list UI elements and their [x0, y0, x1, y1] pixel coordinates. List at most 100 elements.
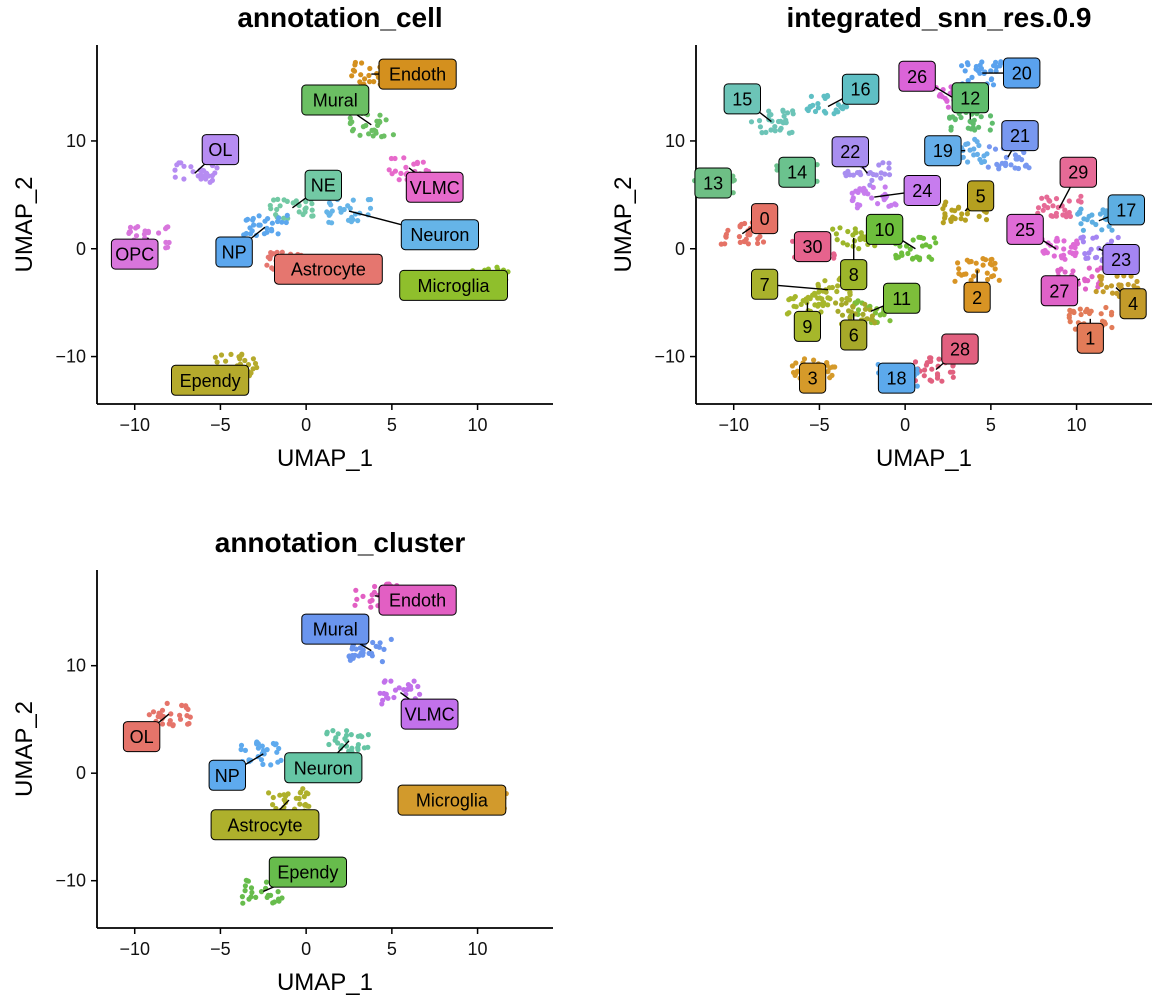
- point: [789, 363, 796, 369]
- cluster-label-mural: Mural: [301, 613, 370, 645]
- point: [301, 794, 307, 800]
- point: [845, 228, 851, 235]
- point: [385, 695, 391, 701]
- point: [248, 885, 255, 891]
- point: [730, 190, 736, 196]
- point: [411, 161, 417, 167]
- point: [768, 112, 774, 118]
- point: [976, 142, 982, 149]
- point: [260, 761, 266, 768]
- point: [283, 219, 289, 226]
- point: [984, 151, 990, 157]
- point: [274, 249, 280, 255]
- point: [842, 170, 848, 176]
- point: [830, 226, 836, 232]
- point: [1012, 152, 1019, 158]
- point: [816, 289, 822, 295]
- point: [772, 128, 778, 134]
- point: [1041, 202, 1047, 209]
- point: [780, 108, 786, 114]
- point: [265, 892, 271, 899]
- cluster-label-5: 5: [967, 180, 995, 212]
- point: [1078, 311, 1084, 318]
- point: [277, 792, 283, 798]
- label-box: [378, 58, 457, 90]
- label-box: [865, 213, 904, 245]
- label-text: Astrocyte: [227, 815, 302, 835]
- point: [815, 105, 822, 111]
- point: [981, 158, 988, 165]
- point: [834, 237, 840, 243]
- point: [736, 234, 743, 240]
- label-text: 24: [912, 181, 932, 201]
- point: [785, 110, 791, 116]
- point: [360, 593, 366, 600]
- cluster-label-0: 0: [751, 203, 779, 235]
- point: [878, 175, 884, 181]
- point: [844, 104, 850, 110]
- label-text: 9: [802, 317, 812, 337]
- point: [882, 184, 888, 190]
- cluster-label-14: 14: [778, 156, 816, 188]
- point: [992, 266, 998, 272]
- label-text: NP: [215, 766, 240, 786]
- point: [950, 363, 956, 369]
- point: [914, 366, 920, 372]
- point: [248, 370, 254, 376]
- point: [801, 356, 808, 362]
- point: [1089, 274, 1095, 280]
- point: [1102, 321, 1108, 327]
- point: [936, 356, 942, 362]
- point: [360, 124, 366, 130]
- point: [948, 127, 954, 133]
- point: [970, 121, 976, 127]
- cluster-label-30: 30: [793, 231, 832, 263]
- label-text: 28: [950, 340, 970, 360]
- point: [855, 307, 862, 313]
- cluster-label-astrocyte: Astrocyte: [210, 809, 320, 841]
- x-axis-label: UMAP_1: [876, 445, 972, 472]
- label-text: 29: [1068, 163, 1088, 183]
- x-tick-label: −5: [210, 939, 231, 959]
- point: [270, 802, 276, 808]
- point: [1059, 255, 1065, 261]
- point: [1099, 227, 1105, 233]
- point: [987, 113, 994, 119]
- point: [963, 141, 969, 147]
- point: [156, 230, 162, 236]
- point: [381, 690, 387, 697]
- point: [357, 79, 363, 85]
- point: [939, 378, 945, 384]
- point: [872, 320, 878, 326]
- y-tick-label: 10: [66, 131, 86, 151]
- label-box: [963, 281, 991, 313]
- point: [1078, 221, 1084, 227]
- point: [389, 171, 395, 177]
- label-box: [171, 364, 250, 396]
- cluster-label-np: NP: [215, 236, 253, 268]
- point: [755, 240, 761, 246]
- point: [737, 239, 743, 245]
- cluster-label-endoth: Endoth: [378, 584, 457, 616]
- point: [848, 309, 855, 315]
- point: [823, 110, 829, 116]
- point: [786, 297, 792, 303]
- point: [401, 687, 407, 693]
- point: [956, 266, 962, 272]
- point: [276, 745, 282, 752]
- point: [835, 283, 841, 289]
- point: [343, 732, 350, 739]
- point: [188, 164, 194, 170]
- point: [146, 712, 152, 718]
- point: [281, 792, 287, 798]
- point: [1049, 213, 1056, 219]
- label-box: [208, 759, 247, 791]
- cluster-label-3: 3: [799, 362, 827, 394]
- point: [805, 107, 811, 114]
- point: [931, 235, 937, 241]
- label-text: VLMC: [405, 705, 455, 725]
- point: [974, 139, 980, 145]
- point: [1104, 284, 1110, 290]
- point: [808, 93, 815, 99]
- cluster-label-8: 8: [840, 259, 868, 291]
